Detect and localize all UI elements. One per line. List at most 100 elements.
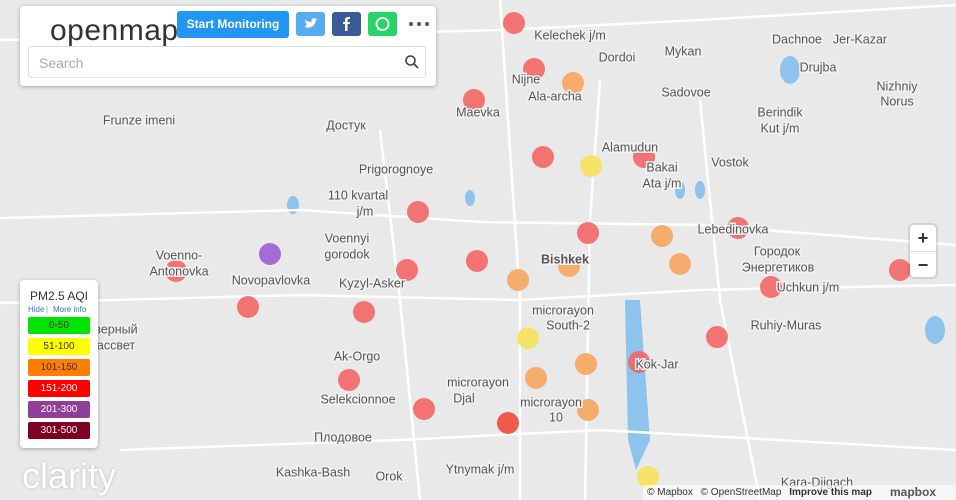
aqi-legend: PM2.5 AQI Hide | More info 0-50 51-100 101… [20, 280, 98, 448]
place-label: Kut j/m [761, 121, 800, 135]
place-labels: Kelechek j/m Mykan Dachnoe Jer-Kazar Nijne Al… [93, 27, 920, 491]
search-input[interactable]: Search [28, 46, 426, 78]
place-label: Lebedinovka [698, 222, 769, 236]
place-label: ассвет [97, 338, 135, 352]
place-label: Dordoi [599, 50, 636, 64]
place-label: Selekcionnoe [320, 392, 395, 406]
hide-link[interactable]: Hide [28, 305, 45, 314]
sensor-marker[interactable] [407, 201, 429, 223]
sensor-marker[interactable] [575, 353, 597, 375]
place-label: Orok [375, 469, 403, 483]
place-label: Bakai [646, 160, 677, 174]
zoom-control: + − [910, 225, 936, 277]
zoom-in[interactable]: + [910, 225, 936, 252]
place-label: j/m [356, 204, 374, 218]
sensor-marker[interactable] [633, 146, 655, 168]
legend-item: 101-150 [28, 359, 90, 376]
sensor-marker[interactable] [577, 399, 599, 421]
sensor-marker[interactable] [517, 327, 539, 349]
sensor-marker[interactable] [628, 351, 650, 373]
place-label: Norus [880, 94, 913, 108]
sensor-marker[interactable] [577, 222, 599, 244]
sensor-marker[interactable] [525, 367, 547, 389]
place-label: Maevka [456, 105, 500, 119]
sensor-marker[interactable] [523, 58, 545, 80]
place-label: gorodok [324, 247, 370, 261]
place-label: Kelechek j/m [534, 28, 606, 42]
sensor-marker[interactable] [558, 255, 580, 277]
place-label: Drujba [800, 60, 837, 74]
sensor-marker[interactable] [507, 269, 529, 291]
attribution-mapbox[interactable]: © Mapbox [647, 487, 693, 498]
attribution-osm[interactable]: © OpenStreetMap [700, 487, 782, 498]
sensor-marker[interactable] [338, 369, 360, 391]
sensor-marker[interactable] [503, 12, 525, 34]
place-label: microrayon [532, 303, 594, 317]
sensor-marker[interactable] [396, 259, 418, 281]
place-label: Jer-Kazar [833, 32, 887, 46]
sensor-marker[interactable] [637, 466, 659, 488]
legend-item: 301-500 [28, 422, 90, 439]
legend-item: 51-100 [28, 338, 90, 355]
legend-item: 151-200 [28, 380, 90, 397]
zoom-out[interactable]: − [917, 255, 929, 275]
more-info-link[interactable]: More info [53, 305, 87, 314]
place-label: Alamudun [602, 140, 658, 154]
mapbox-logo: mapbox [889, 485, 936, 499]
place-label: Voenno- [156, 248, 203, 262]
place-label: 110 kvartal [328, 188, 388, 202]
improve-map[interactable]: Improve this map [789, 487, 872, 498]
place-label: Dachnoe [772, 32, 822, 46]
sensor-marker[interactable] [532, 146, 554, 168]
whatsapp-button[interactable] [368, 12, 397, 36]
place-label: Kyzyl-Asker [339, 276, 405, 290]
sensor-marker[interactable] [727, 217, 749, 239]
sensor-marker[interactable] [466, 250, 488, 272]
place-label: Городок [754, 244, 801, 258]
sensor-marker[interactable] [413, 398, 435, 420]
place-label: Ala-archa [528, 89, 582, 103]
legend-item: 201-300 [28, 401, 90, 418]
place-label: Ytnymak j/m [446, 462, 515, 476]
markers [165, 12, 911, 488]
place-label: Bishkek [541, 252, 589, 266]
sensor-marker[interactable] [562, 72, 584, 94]
sensor-marker[interactable] [237, 296, 259, 318]
sensor-marker[interactable] [651, 225, 673, 247]
place-label: microrayon [520, 395, 582, 409]
place-label: Плодовое [314, 430, 372, 444]
sensor-marker[interactable] [669, 253, 691, 275]
place-label: Nijne [512, 72, 541, 86]
place-label: Энергетиков [742, 260, 815, 274]
place-label: верный [94, 322, 137, 336]
start-monitoring-button[interactable]: Start Monitoring [177, 11, 289, 38]
sensor-marker[interactable] [165, 260, 187, 282]
facebook-button[interactable] [332, 12, 361, 36]
twitter-button[interactable] [296, 12, 325, 36]
place-label: Vostok [711, 155, 749, 169]
place-label: Novopavlovka [232, 273, 311, 287]
water [287, 56, 945, 470]
sensor-marker[interactable] [760, 276, 782, 298]
place-label: Nizhniy [877, 79, 919, 93]
place-label: Antonovka [149, 264, 208, 278]
search-icon[interactable] [404, 54, 420, 70]
place-label: Prigorognoye [359, 162, 433, 176]
place-label: Uchkun j/m [777, 280, 840, 294]
clarity-logo: clarity [22, 455, 117, 496]
sensor-marker[interactable] [463, 89, 485, 111]
sensor-marker[interactable] [706, 326, 728, 348]
more-button[interactable] [408, 20, 430, 28]
sensor-marker[interactable] [580, 155, 602, 177]
sensor-marker[interactable] [889, 259, 911, 281]
place-label: Voennyi [325, 231, 369, 245]
attribution: © Mapbox © OpenStreetMap Improve this ma… [643, 485, 956, 500]
place-label: Mykan [665, 44, 702, 58]
sensor-marker[interactable] [353, 301, 375, 323]
sensor-marker[interactable] [497, 412, 519, 434]
sensor-marker[interactable] [259, 243, 281, 265]
place-label: South-2 [546, 318, 590, 332]
